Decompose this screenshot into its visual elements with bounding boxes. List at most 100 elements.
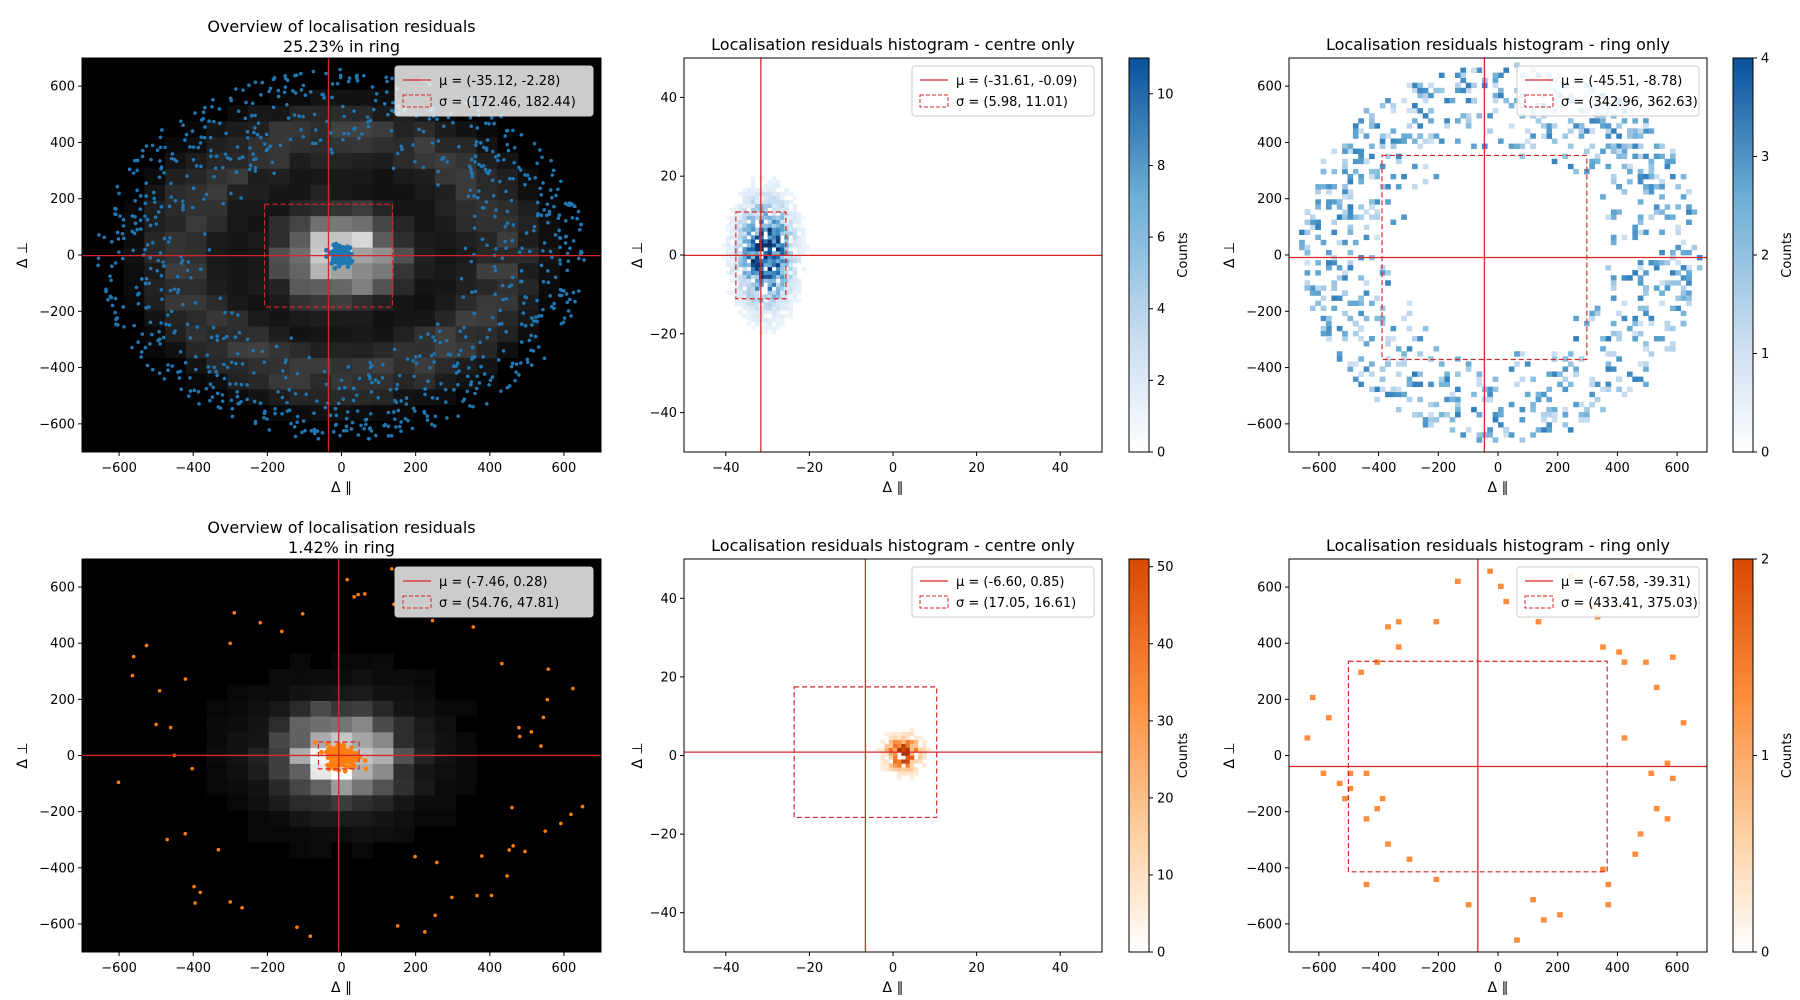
histogram-cell <box>434 388 457 406</box>
histogram-bin <box>1632 315 1639 322</box>
ring-point <box>561 320 566 325</box>
histogram-bin <box>742 282 747 287</box>
ring-point <box>155 148 160 152</box>
histogram-bin <box>1675 244 1682 251</box>
chart-title: Overview of localisation residuals <box>207 518 475 537</box>
histogram-bin <box>775 310 781 315</box>
histogram-bin <box>1659 209 1665 215</box>
histogram-bin <box>1567 128 1574 134</box>
ring-point <box>150 241 155 245</box>
histogram-bin <box>1412 371 1418 377</box>
histogram-bin <box>780 227 785 232</box>
ring-point <box>285 102 289 107</box>
histogram-bin <box>1487 396 1493 403</box>
histogram-bin <box>1352 361 1359 367</box>
histogram-cell <box>227 700 249 717</box>
ring-point <box>301 114 306 119</box>
histogram-cell <box>393 310 415 327</box>
ring-point <box>474 386 479 391</box>
ring-point <box>549 158 553 163</box>
histogram-bin <box>1686 265 1692 271</box>
ring-point <box>235 352 240 356</box>
ring-point <box>262 360 267 365</box>
histogram-bin <box>1616 386 1622 393</box>
histogram-bin <box>1498 406 1504 413</box>
histogram-bin <box>1583 417 1590 423</box>
histogram-bin <box>1438 381 1445 388</box>
ring-point <box>249 114 254 118</box>
histogram-bin <box>767 318 773 323</box>
histogram-bin <box>784 211 789 216</box>
histogram-bin <box>796 247 802 252</box>
ring-point <box>211 385 216 390</box>
histogram-bin <box>913 759 919 764</box>
histogram-bin <box>1616 133 1622 139</box>
ring-point <box>158 342 162 346</box>
histogram-bin <box>1600 336 1606 342</box>
ring-point <box>438 340 443 345</box>
histogram-bin <box>771 318 777 323</box>
ring-point <box>163 145 167 150</box>
ring-point <box>122 236 126 241</box>
histogram-bin <box>1422 325 1429 332</box>
histogram-cell <box>268 388 291 406</box>
ring-point <box>273 411 277 416</box>
ring-point <box>523 323 528 328</box>
histogram-bin <box>897 759 902 764</box>
histogram-bin <box>1632 376 1639 382</box>
histogram-bin <box>784 286 789 291</box>
histogram-bin <box>1449 391 1456 398</box>
histogram-bin <box>746 298 752 303</box>
histogram-cell <box>476 357 498 374</box>
histogram-bin <box>1632 128 1639 134</box>
ring-point <box>115 230 120 235</box>
histogram-cell <box>434 373 457 390</box>
histogram-bin <box>763 270 768 275</box>
histogram-cell <box>289 357 311 374</box>
histogram-bin <box>784 306 789 311</box>
histogram-cell <box>372 184 394 201</box>
ring-point <box>144 194 149 198</box>
histogram-bin <box>1492 92 1499 99</box>
ring-point <box>422 411 427 415</box>
y-tick-label: −40 <box>650 406 677 421</box>
histogram-bin <box>1326 715 1332 721</box>
histogram-bin <box>746 282 752 287</box>
histogram-cell <box>248 184 270 201</box>
histogram-bin <box>746 231 752 236</box>
histogram-bin <box>763 188 768 193</box>
histogram-bin <box>1395 153 1402 160</box>
histogram-bin <box>1455 386 1461 393</box>
histogram-cell <box>434 294 457 311</box>
histogram-bin <box>884 747 890 752</box>
histogram-bin <box>1659 260 1665 266</box>
histogram-cell <box>351 184 374 201</box>
ring-point <box>362 592 367 596</box>
ring-point <box>303 93 308 98</box>
ring-point <box>263 142 267 146</box>
histogram-bin <box>738 286 743 291</box>
ring-point <box>150 332 154 337</box>
histogram-bin <box>1358 204 1364 210</box>
ring-point <box>469 259 474 264</box>
histogram-bin <box>734 227 739 232</box>
histogram-bin <box>1675 280 1682 286</box>
colorbar-gradient <box>1128 558 1150 953</box>
ring-point <box>255 132 260 137</box>
legend-mean-label: μ = (-6.60, 0.85) <box>956 575 1064 590</box>
histogram-bin <box>1374 123 1381 129</box>
histogram-cell <box>289 653 311 670</box>
histogram-bin <box>1557 371 1563 377</box>
y-tick-label: −20 <box>650 327 677 342</box>
histogram-bin <box>1632 133 1639 139</box>
histogram-bin <box>905 755 911 760</box>
histogram-cell <box>310 105 332 122</box>
histogram-bin <box>1562 133 1569 139</box>
histogram-bin <box>750 310 756 315</box>
legend-box <box>1516 65 1700 117</box>
histogram-bin <box>1514 381 1520 388</box>
histogram-cell <box>434 341 457 358</box>
ring-point <box>576 209 581 214</box>
histogram-cell <box>455 231 477 248</box>
